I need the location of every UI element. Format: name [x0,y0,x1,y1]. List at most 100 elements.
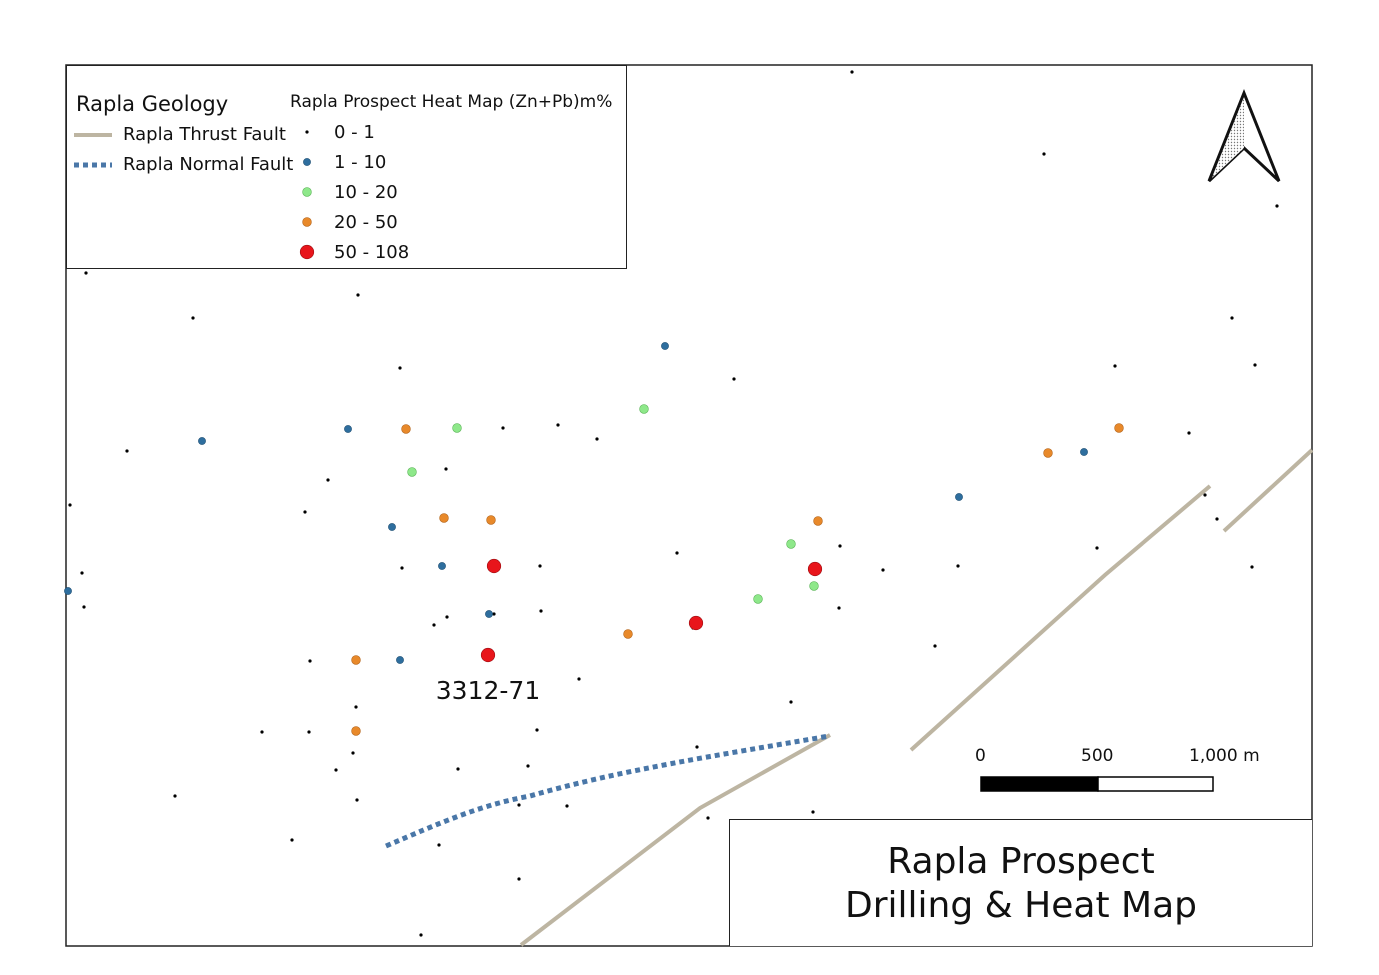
drillhole-point [753,594,763,604]
class-0-label: 0 - 1 [334,121,375,143]
drillhole-point [1043,448,1053,458]
legend-class-1: 1 - 10 [292,150,386,174]
drillhole-point [639,404,649,414]
drillhole-point [526,764,530,768]
drillhole-point [517,803,521,807]
legend-normal-fault: Rapla Normal Fault [73,154,293,175]
drillhole-point [388,523,396,531]
drillhole-point [789,700,793,704]
map-title-box: Rapla Prospect Drilling & Heat Map [729,819,1312,946]
drillhole-point [661,342,669,350]
drillhole-point [706,816,710,820]
drillhole-point [407,467,417,477]
drillhole-point [439,513,449,523]
legend-class-3: 20 - 50 [292,210,398,234]
drillhole-point [398,366,402,370]
drillhole-point [1095,546,1099,550]
drillhole-point [1114,423,1124,433]
scale-label-1000: 1,000 m [1189,746,1260,766]
drillhole-point [84,271,88,275]
class-1-label: 1 - 10 [334,151,387,173]
drillhole-point [351,726,361,736]
drillhole-point [535,728,539,732]
drillhole-point [445,615,449,619]
drillhole-point [400,566,404,570]
drillhole-point [486,558,502,574]
drillhole-point [401,424,411,434]
drillhole-point [437,843,441,847]
legend-class-2: 10 - 20 [292,180,398,204]
drillhole-point [556,423,560,427]
class-0-symbol [305,130,309,134]
drillhole-point [64,587,72,595]
thrust-fault-line-2 [909,484,1212,752]
drillhole-point [334,768,338,772]
drillhole-point [198,437,206,445]
legend: Rapla Geology Rapla Thrust Fault Rapla N… [66,65,627,269]
drillhole-point [485,610,493,618]
scale-label-0: 0 [975,746,986,766]
drillhole-point [444,467,448,471]
drillhole-point [260,730,264,734]
drillhole-point [623,629,633,639]
class-2-label: 10 - 20 [334,181,398,203]
drillhole-point [1113,364,1117,368]
drillhole-point [125,449,129,453]
drillhole-point [565,804,569,808]
geology-legend-title: Rapla Geology [76,92,229,116]
drillhole-point [80,571,84,575]
drillhole-point [456,767,460,771]
drillhole-point [539,609,543,613]
normal-fault-label: Rapla Normal Fault [123,154,294,175]
drillhole-point [956,564,960,568]
normal-fault-line [385,733,830,849]
drillhole-point [68,503,72,507]
drillhole-point [290,838,294,842]
normal-fault-symbol [74,162,112,167]
drillhole-point [1203,493,1207,497]
legend-thrust-fault: Rapla Thrust Fault [73,124,286,145]
class-3-symbol [302,217,312,227]
drillhole-label: 3312-71 [436,676,540,705]
drillhole-point [1275,204,1279,208]
thrust-fault-label: Rapla Thrust Fault [123,124,286,145]
drillhole-point [396,656,404,664]
north-arrow-icon [1207,88,1281,183]
drillhole-point [811,810,815,814]
drillhole-point [82,605,86,609]
drillhole-point [538,564,542,568]
drillhole-point [1080,448,1088,456]
drillhole-point [351,655,361,665]
drillhole-point [438,562,446,570]
drillhole-point [354,705,358,709]
drillhole-point [732,377,736,381]
drillhole-point [326,478,330,482]
drillhole-point [577,677,581,681]
class-1-symbol [303,158,311,166]
map-title-line2: Drilling & Heat Map [845,885,1197,926]
legend-class-4: 50 - 108 [292,240,409,264]
drillhole-point [492,612,496,616]
class-4-label: 50 - 108 [334,241,410,263]
class-4-symbol [299,244,315,260]
drillhole-point [1187,431,1191,435]
drillhole-point [850,70,854,74]
drillhole-point [688,615,704,631]
class-2-symbol [302,187,312,197]
thrust-fault-line-3 [1222,448,1314,533]
drillhole-point [307,730,311,734]
drillhole-point [308,659,312,663]
drillhole-point [351,751,355,755]
drillhole-point [480,647,496,663]
drillhole-point [1250,565,1254,569]
map-title-line1: Rapla Prospect [887,841,1155,882]
scale-bar [980,776,1214,792]
drillhole-point [837,606,841,610]
drillhole-point [807,561,823,577]
drillhole-point [1253,363,1257,367]
drillhole-point [355,798,359,802]
scale-label-500: 500 [1081,746,1114,766]
drillhole-point [695,745,699,749]
drillhole-point [1042,152,1046,156]
drillhole-point [786,539,796,549]
